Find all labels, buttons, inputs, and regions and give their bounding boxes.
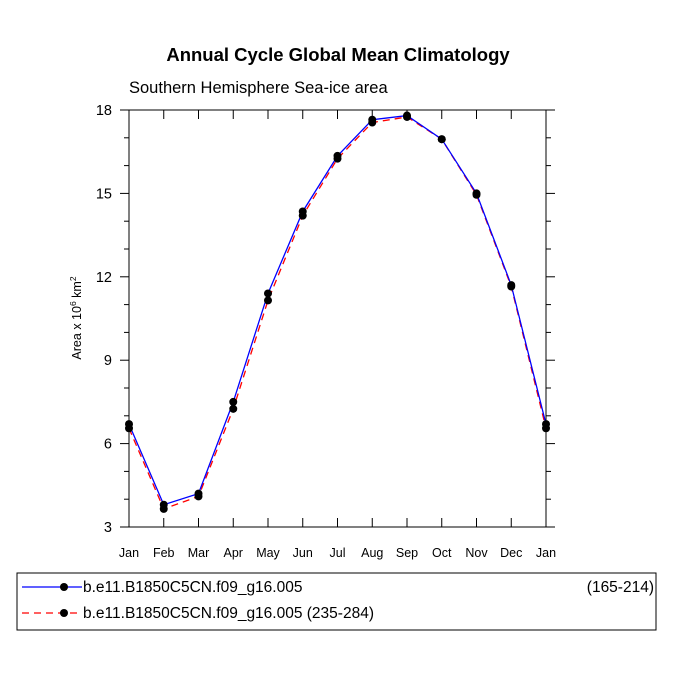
x-tick-label: Jun: [293, 546, 313, 560]
x-tick-label: Jan: [119, 546, 139, 560]
chart-subtitle: Southern Hemisphere Sea-ice area: [129, 79, 388, 97]
plot-frame: [128, 109, 547, 528]
series-2-point: [368, 118, 377, 127]
series-2-point: [264, 296, 272, 305]
series-2-point: [194, 492, 203, 501]
series-2-point: [507, 282, 516, 291]
series-2-point: [542, 424, 550, 433]
x-tick-label: Jan: [536, 546, 556, 560]
y-tick-label: 3: [104, 520, 112, 536]
series-markers: [125, 111, 550, 513]
series-2-point: [298, 211, 307, 220]
y-tick-label: 6: [104, 437, 112, 453]
x-tick-label: Dec: [500, 546, 522, 560]
axis-tick-labels: Jan Feb Mar Apr May Jun Jul Aug Sep Oct Nov Dec Jan 3…: [96, 103, 556, 560]
x-tick-label: Aug: [361, 546, 383, 560]
y-tick-label: 15: [96, 186, 112, 202]
y-axis-label-mid: km: [70, 281, 84, 301]
x-tick-label: May: [256, 546, 280, 560]
legend-marker-series-1: [60, 583, 68, 591]
series-2-point: [229, 404, 238, 413]
legend-label-series-1: b.e11.B1850C5CN.f09_g16.005: [83, 579, 302, 596]
chart-title: Annual Cycle Global Mean Climatology: [166, 44, 510, 65]
y-tick-label: 18: [96, 103, 112, 119]
x-tick-label: Sep: [396, 546, 418, 560]
series-1-point: [229, 397, 238, 406]
x-tick-label: Apr: [224, 546, 243, 560]
series-2-point: [437, 135, 446, 144]
legend: b.e11.B1850C5CN.f09_g16.005 (165-214) b.…: [22, 579, 654, 622]
legend-years-series-1: (165-214): [587, 579, 654, 596]
series-2-point: [403, 112, 411, 121]
legend-label-series-2: b.e11.B1850C5CN.f09_g16.005 (235-284): [83, 605, 374, 622]
series-line-1: [128, 114, 547, 506]
y-axis-label-prefix: Area x 10: [70, 306, 84, 360]
x-tick-label: Feb: [153, 546, 175, 560]
x-tick-label: Nov: [465, 546, 488, 560]
series-lines: [128, 114, 547, 510]
series-2-point: [333, 154, 342, 163]
y-axis-label-exp-1: 6: [68, 301, 78, 306]
x-tick-label: Mar: [188, 546, 210, 560]
series-2-point: [472, 190, 481, 199]
series-line-2: [128, 116, 547, 510]
axis-ticks: [120, 109, 555, 528]
series-2-point: [159, 504, 168, 513]
series-2-point: [125, 424, 133, 433]
y-tick-label: 9: [104, 353, 112, 369]
x-tick-label: Oct: [432, 546, 452, 560]
x-tick-label: Jul: [330, 546, 346, 560]
series-1-point: [264, 289, 272, 298]
legend-box: [16, 572, 657, 631]
y-axis-label-exp-2: 2: [68, 276, 78, 281]
legend-marker-series-2: [60, 609, 68, 617]
y-tick-label: 12: [96, 270, 112, 286]
y-axis-label: Area x 106 km2: [68, 276, 84, 359]
